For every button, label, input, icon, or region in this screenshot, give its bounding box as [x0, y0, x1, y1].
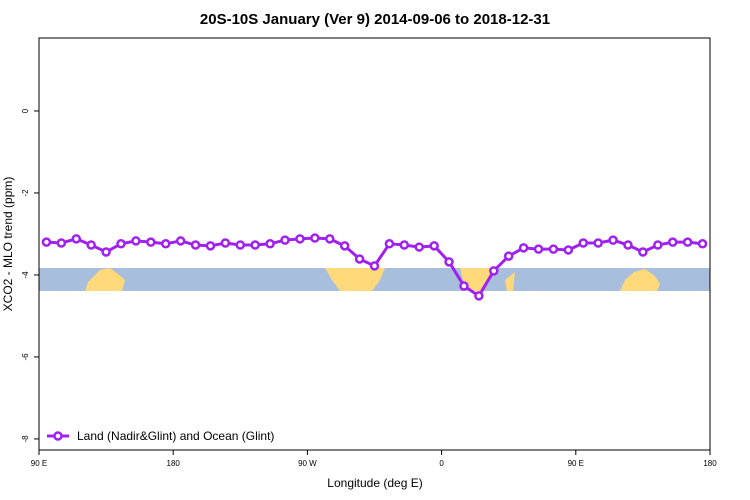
data-point: [682, 237, 693, 247]
y-tick-label: -2: [21, 189, 30, 197]
y-tick-label: 0: [21, 108, 30, 113]
chart-title: 20S-10S January (Ver 9) 2014-09-06 to 20…: [200, 11, 550, 28]
data-point: [265, 239, 275, 249]
x-tick-label: 0: [439, 459, 444, 468]
data-point: [339, 241, 350, 251]
x-tick-label: 90 W: [298, 459, 317, 468]
data-point: [533, 244, 544, 254]
data-point: [638, 247, 648, 257]
data-point: [116, 239, 126, 249]
data-point: [86, 240, 96, 250]
y-tick-label: -4: [21, 271, 30, 279]
data-point: [697, 239, 708, 249]
data-point: [593, 238, 603, 248]
data-point: [399, 240, 410, 250]
data-point: [578, 238, 589, 248]
x-tick-label: 90 E: [568, 459, 584, 468]
y-tick-label: -6: [21, 353, 30, 361]
x-tick-label: 180: [703, 459, 717, 468]
legend-label: Land (Nadir&Glint) and Ocean (Glint): [77, 429, 274, 443]
data-point: [235, 240, 246, 250]
data-point: [548, 244, 559, 254]
data-point: [295, 234, 305, 244]
data-point: [131, 236, 141, 246]
data-point: [175, 236, 186, 246]
data-point: [369, 261, 380, 271]
data-point: [444, 257, 454, 267]
data-point: [518, 243, 529, 253]
data-point: [459, 281, 469, 291]
data-point: [489, 266, 499, 276]
data-point: [146, 237, 156, 247]
y-axis-label: XCO2 - MLO trend (ppm): [1, 177, 15, 312]
data-point: [429, 241, 439, 251]
data-point: [653, 240, 663, 250]
data-point: [474, 291, 484, 301]
x-tick-label: 90 E: [31, 459, 47, 468]
data-point: [310, 233, 320, 243]
data-point: [667, 237, 678, 247]
legend-marker: [53, 431, 63, 441]
data-point: [220, 238, 231, 248]
data-point: [354, 254, 365, 264]
data-point: [101, 247, 111, 257]
plot-frame: [38, 37, 711, 451]
data-point: [71, 234, 82, 244]
data-point: [414, 242, 424, 252]
data-point: [563, 245, 574, 255]
data-point: [56, 238, 67, 248]
data-point: [608, 235, 618, 245]
data-point: [384, 239, 395, 249]
x-axis-label: Longitude (deg E): [327, 476, 422, 490]
data-point: [205, 241, 216, 251]
data-point: [160, 239, 171, 249]
x-tick-label: 180: [167, 459, 181, 468]
land-ocean-map: [39, 268, 710, 291]
data-point: [623, 240, 633, 250]
data-point: [250, 240, 260, 250]
data-point: [190, 240, 201, 250]
data-point: [503, 251, 514, 261]
data-point: [325, 234, 335, 244]
data-point: [41, 237, 52, 247]
data-point: [280, 235, 290, 245]
y-tick-label: -8: [21, 435, 30, 443]
